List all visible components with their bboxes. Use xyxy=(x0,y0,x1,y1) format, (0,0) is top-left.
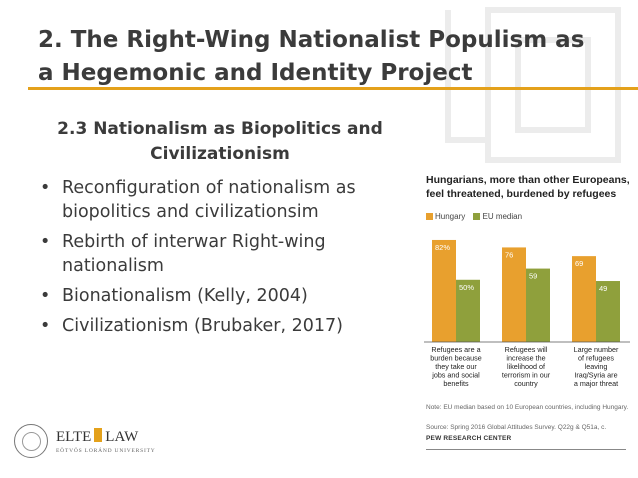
bar-hungary xyxy=(432,239,456,342)
bullet-text: Rebirth of interwar Right-wing nationali… xyxy=(62,232,326,276)
bar-eu-median xyxy=(526,268,550,342)
chart-bottom-rule xyxy=(426,449,626,450)
legend-item-hungary: Hungary xyxy=(426,212,465,221)
category-label: Iraq/Syria are xyxy=(574,371,617,380)
category-label: country xyxy=(514,379,538,388)
bullet-icon: • xyxy=(40,232,51,252)
category-label: of refugees xyxy=(578,354,614,363)
bullet-text: Reconfiguration of nationalism as biopol… xyxy=(62,178,356,222)
title-underline xyxy=(28,87,638,90)
logo-subline: EÖTVÖS LORÁND UNIVERSITY xyxy=(56,448,156,454)
category-label: Refugees are a xyxy=(431,345,480,354)
bullet-icon: • xyxy=(40,178,51,198)
legend-label-hungary: Hungary xyxy=(435,212,466,221)
bullet-item: • Bionationalism (Kelly, 2004) xyxy=(40,284,390,308)
category-label: increase the xyxy=(506,354,545,363)
legend-swatch-eu-median xyxy=(473,213,481,221)
category-label: a major threat xyxy=(574,379,618,388)
chart-title: Hungarians, more than other Europeans, f… xyxy=(426,174,630,200)
category-label: burden because xyxy=(430,354,482,363)
logo-wordmark: ELTE LAW xyxy=(56,428,139,445)
bullet-text: Civilizationism (Brubaker, 2017) xyxy=(62,316,343,336)
chart-note: Note: EU median based on 10 European cou… xyxy=(426,404,629,411)
category-label: Refugees will xyxy=(505,345,548,354)
chart-credit: PEW RESEARCH CENTER xyxy=(426,435,512,442)
legend-swatch-hungary xyxy=(426,213,433,221)
bullet-item: • Rebirth of interwar Right-wing national… xyxy=(40,230,390,278)
bar-value-label: 59 xyxy=(529,272,537,281)
slide-title: 2. The Right-Wing Nationalist Populism a… xyxy=(38,27,585,86)
category-label: benefits xyxy=(443,379,469,388)
bar-eu-median xyxy=(596,281,620,342)
university-seal-icon xyxy=(14,424,48,458)
bar-value-label: 49 xyxy=(599,284,607,293)
category-label: likelihood of xyxy=(507,362,545,371)
bullet-icon: • xyxy=(40,316,51,336)
legend-item-eu-median: EU median xyxy=(473,212,522,221)
category-label: they take our xyxy=(435,362,477,371)
bullet-item: • Civilizationism (Brubaker, 2017) xyxy=(40,314,390,338)
bullet-text: Bionationalism (Kelly, 2004) xyxy=(62,286,308,306)
bar-eu-median xyxy=(456,279,480,342)
bullet-list: • Reconfiguration of nationalism as biopo… xyxy=(40,176,390,344)
bullet-icon: • xyxy=(40,286,51,306)
bar-value-label: 82% xyxy=(435,243,450,252)
chart-legend: Hungary EU median xyxy=(426,212,528,221)
bar-value-label: 50% xyxy=(459,283,474,292)
section-subtitle: 2.3 Nationalism as Biopolitics and Civil… xyxy=(57,119,383,164)
bar-hungary xyxy=(502,247,526,342)
chart-source: Source: Spring 2016 Global Attitudes Sur… xyxy=(426,424,607,431)
elte-law-logo: ELTE LAW EÖTVÖS LORÁND UNIVERSITY xyxy=(14,424,214,464)
category-label: terrorism in our xyxy=(502,371,551,380)
bullet-item: • Reconfiguration of nationalism as biopo… xyxy=(40,176,390,224)
bar-value-label: 69 xyxy=(575,259,583,268)
bar-value-label: 76 xyxy=(505,250,513,259)
legend-label-eu-median: EU median xyxy=(482,212,523,221)
category-label: Large number xyxy=(574,345,619,354)
category-label: jobs and social xyxy=(431,371,480,380)
pew-chart: Hungarians, more than other Europeans, f… xyxy=(420,170,635,458)
bar-hungary xyxy=(572,256,596,342)
category-label: leaving xyxy=(585,362,608,371)
